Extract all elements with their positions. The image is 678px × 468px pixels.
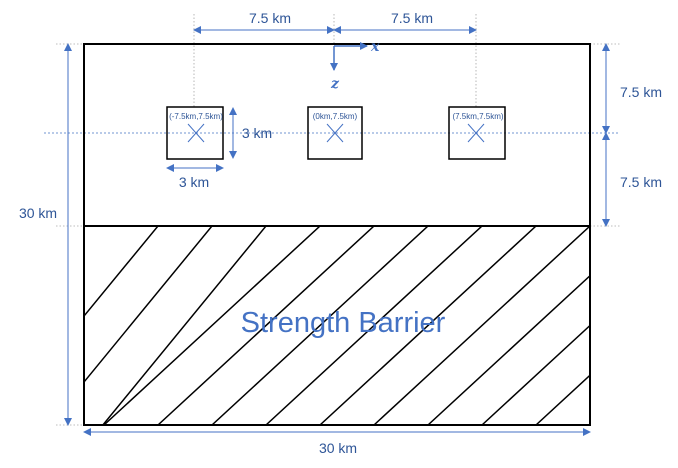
x-axis-label: x bbox=[370, 39, 380, 55]
right-dimensions: 7.5 km 7.5 km bbox=[602, 43, 662, 227]
patch-right: (7.5km,7.5km) bbox=[448, 106, 506, 160]
bottom-dimension: 30 km bbox=[83, 428, 591, 456]
top-left-spacing-label: 7.5 km bbox=[249, 10, 291, 26]
patch-right-label: (7.5km,7.5km) bbox=[452, 112, 503, 121]
patch-width-label: 3 km bbox=[179, 174, 209, 190]
z-axis-label: z bbox=[330, 76, 340, 92]
bottom-width-label: 30 km bbox=[319, 440, 357, 456]
left-dimension: 30 km bbox=[19, 43, 72, 426]
patch-left: (-7.5km,7.5km) bbox=[166, 106, 224, 160]
top-right-spacing-label: 7.5 km bbox=[391, 10, 433, 26]
left-height-label: 30 km bbox=[19, 205, 57, 221]
strength-barrier-region: Strength Barrier bbox=[83, 225, 591, 426]
patch-height-label: 3 km bbox=[242, 125, 272, 141]
barrier-label: Strength Barrier bbox=[241, 307, 446, 339]
top-dimensions: 7.5 km 7.5 km bbox=[193, 10, 477, 34]
right-upper-depth-label: 7.5 km bbox=[620, 84, 662, 100]
right-lower-depth-label: 7.5 km bbox=[620, 174, 662, 190]
patch-left-label: (-7.5km,7.5km) bbox=[169, 112, 223, 121]
barrier-hatching bbox=[84, 227, 590, 425]
coordinate-axes: x z bbox=[330, 39, 380, 92]
patch-center-label: (0km,7.5km) bbox=[313, 112, 358, 121]
patch-center: (0km,7.5km) bbox=[307, 106, 363, 160]
patch-size-dimensions: 3 km 3 km bbox=[166, 107, 272, 190]
